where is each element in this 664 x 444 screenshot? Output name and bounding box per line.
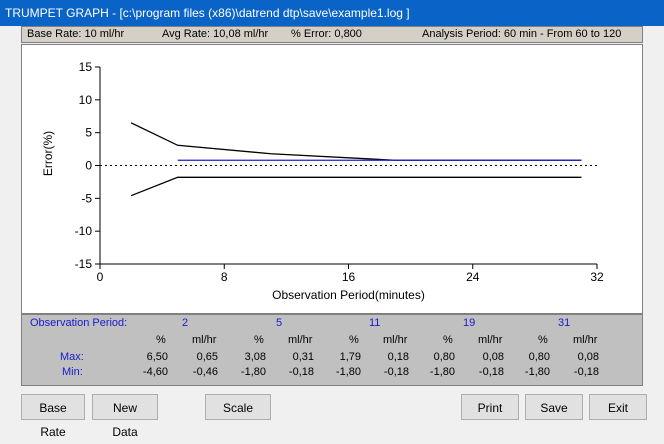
window-title: TRUMPET GRAPH - [c:\program files (x86)\…: [5, 6, 410, 20]
min-mlhr-value: -0,18: [573, 366, 599, 378]
y-tick-label: -15: [75, 257, 93, 271]
max-pct-value: 6,50: [146, 351, 168, 363]
y-tick-label: 5: [85, 126, 92, 140]
min-label: Min:: [62, 366, 83, 378]
x-tick-label: 0: [97, 270, 104, 284]
mlhr-header: ml/hr: [573, 334, 598, 346]
scale-button[interactable]: Scale: [205, 394, 271, 420]
x-tick-label: 32: [590, 270, 604, 284]
max-pct-value: 3,08: [244, 351, 266, 363]
y-tick-label: -5: [81, 191, 92, 205]
min-pct-value: -1,80: [240, 366, 266, 378]
print-button[interactable]: Print: [461, 394, 519, 420]
max-pct-value: 0,80: [433, 351, 455, 363]
y-axis-label: Error(%): [41, 131, 55, 176]
period-value: 2: [182, 317, 189, 329]
max-error-line: [130, 122, 582, 161]
min-pct-value: -1,80: [429, 366, 455, 378]
title-bar: TRUMPET GRAPH - [c:\program files (x86)\…: [0, 0, 664, 26]
save-button[interactable]: Save: [525, 394, 583, 420]
x-tick-label: 24: [466, 270, 480, 284]
new-data-button[interactable]: New Data: [92, 394, 158, 439]
min-mlhr-value: -0,46: [192, 366, 218, 378]
min-pct-value: -1,80: [524, 366, 550, 378]
analysis-period-info: Analysis Period: 60 min - From 60 to 120: [422, 28, 622, 40]
observation-period-label: Observation Period:: [30, 317, 128, 329]
chart-svg: 15 10 5 0 -5 -10 -15 0 8 16 24 32 Observation Period…: [41, 60, 604, 302]
mlhr-header: ml/hr: [192, 334, 217, 346]
period-value: 19: [463, 317, 476, 329]
pct-header: %: [156, 334, 166, 346]
pct-header: %: [538, 334, 548, 346]
base-rate-button[interactable]: Base Rate: [21, 394, 85, 439]
max-mlhr-value: 0,08: [482, 351, 504, 363]
base-rate-info: Base Rate: 10 ml/hr: [27, 28, 125, 40]
statistics-panel: Observation Period: Max: Min: 2% ml/hr 6,5…: [21, 314, 643, 386]
x-tick-label: 16: [342, 270, 356, 284]
y-tick-label: 10: [79, 93, 93, 107]
pct-header: %: [254, 334, 264, 346]
period-value: 31: [558, 317, 571, 329]
min-pct-value: -4,60: [142, 366, 168, 378]
avg-rate-info: Avg Rate: 10,08 ml/hr: [162, 28, 269, 40]
y-tick-label: -10: [75, 224, 93, 238]
max-mlhr-value: 0,08: [577, 351, 599, 363]
mlhr-header: ml/hr: [383, 334, 408, 346]
trumpet-chart: 15 10 5 0 -5 -10 -15 0 8 16 24 32 Observation Period…: [21, 44, 643, 314]
exit-button[interactable]: Exit: [589, 394, 647, 420]
error-info: % Error: 0,800: [291, 28, 362, 40]
min-pct-value: -1,80: [335, 366, 361, 378]
period-value: 5: [276, 317, 283, 329]
min-mlhr-value: -0,18: [383, 366, 409, 378]
period-value: 11: [369, 317, 381, 329]
mlhr-header: ml/hr: [478, 334, 503, 346]
mlhr-header: ml/hr: [288, 334, 313, 346]
min-mlhr-value: -0,18: [288, 366, 314, 378]
x-tick-label: 8: [221, 270, 228, 284]
x-axis-label: Observation Period(minutes): [272, 288, 425, 302]
pct-header: %: [349, 334, 359, 346]
max-mlhr-value: 0,65: [196, 351, 218, 363]
pct-header: %: [443, 334, 453, 346]
min-mlhr-value: -0,18: [478, 366, 504, 378]
max-label: Max:: [60, 351, 84, 363]
min-error-line: [130, 176, 582, 197]
max-mlhr-value: 0,18: [387, 351, 409, 363]
max-pct-value: 1,79: [339, 351, 361, 363]
max-mlhr-value: 0,31: [292, 351, 314, 363]
max-pct-value: 0,80: [528, 351, 550, 363]
y-tick-label: 0: [85, 159, 92, 173]
y-tick-label: 15: [79, 60, 93, 74]
info-bar: Base Rate: 10 ml/hr Avg Rate: 10,08 ml/h…: [21, 26, 643, 43]
